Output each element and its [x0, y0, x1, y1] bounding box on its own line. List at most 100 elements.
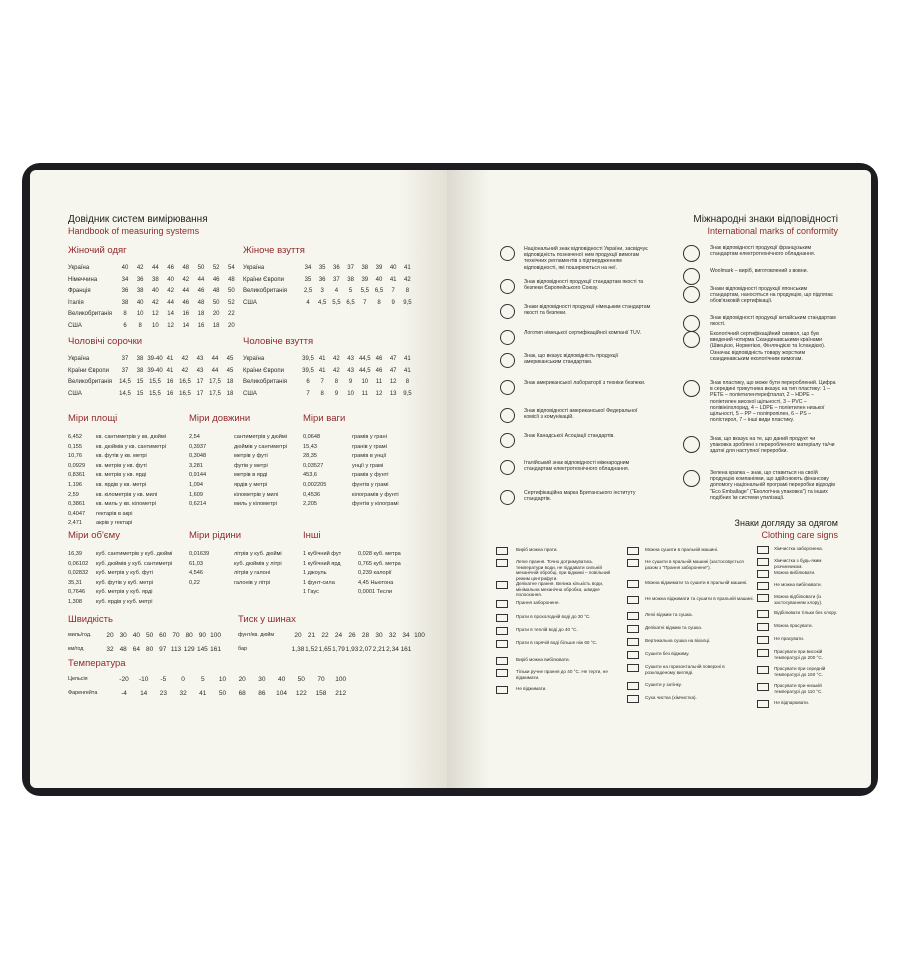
- table-cell: 2,21: [372, 646, 386, 653]
- unit-value: 0,8361: [68, 472, 86, 479]
- section-heading: Швидкість: [68, 614, 113, 625]
- table-cell: 37: [121, 367, 129, 374]
- table-cell: 7: [363, 299, 367, 306]
- table-cell: 10: [218, 676, 227, 683]
- table-cell: 36: [318, 276, 326, 283]
- table-cell: 39-40: [147, 367, 163, 374]
- unit-value: 10,76: [68, 453, 82, 460]
- mark-icon: [683, 268, 700, 285]
- unit-text: грамів у грані: [352, 434, 387, 440]
- table-cell: 97: [159, 646, 167, 653]
- unit-value: 28,35: [303, 453, 317, 460]
- table-cell: 37: [347, 265, 354, 271]
- table-cell: 1,79: [332, 646, 345, 653]
- page-title: Міжнародні знаки відповідності: [693, 214, 838, 225]
- row-label: США: [68, 390, 82, 397]
- mark-description: Знак пластику, що може бути перероблений…: [710, 380, 836, 424]
- table-cell: 38: [152, 276, 159, 283]
- table-cell: 22: [228, 311, 235, 317]
- table-cell: 1,38: [291, 646, 305, 653]
- care-description: Сушити без віджиму.: [645, 651, 690, 656]
- table-cell: 50: [145, 632, 154, 639]
- unit-value: 3,281: [189, 462, 203, 469]
- unit-text: кв. метрів у кв. футі: [96, 462, 147, 469]
- care-description: Відбілювати тільки без хлору.: [774, 610, 837, 615]
- table-cell: 38: [136, 367, 144, 374]
- mark-description: Знак, що вказує відповідність продукції …: [524, 353, 619, 366]
- row-label: Україна: [243, 265, 265, 271]
- unit-text: метрів у футі: [234, 453, 268, 460]
- care-icon: [757, 700, 769, 708]
- care-description: Не віджимати.: [516, 686, 547, 691]
- unit-text: кв. миль у кв. кілометрі: [96, 501, 156, 508]
- table-cell: 41: [166, 356, 174, 362]
- unit-value: 2,59: [68, 491, 79, 498]
- page-subtitle: Handbook of measuring systems: [68, 226, 200, 236]
- table-cell: 12: [152, 311, 159, 317]
- unit-text: грамів у фунті: [352, 472, 389, 479]
- care-icon: [757, 610, 769, 618]
- table-cell: 6: [123, 322, 127, 329]
- table-cell: 70: [317, 676, 325, 683]
- table-cell: 46: [375, 356, 383, 362]
- unit-value: 0,7646: [68, 589, 86, 596]
- care-description: Легкі віджим та сушка.: [645, 612, 693, 617]
- table-cell: 43: [347, 356, 354, 362]
- care-description: Делікатні віджим та сушка.: [645, 625, 703, 630]
- unit-value: 1 кубічний фут: [303, 551, 342, 557]
- unit-text: акрів у гектарі: [96, 520, 133, 527]
- table-cell: 3: [320, 288, 324, 294]
- table-cell: 17: [196, 379, 204, 385]
- table-cell: 44,5: [358, 356, 371, 362]
- table-cell: 48: [119, 646, 127, 653]
- unit-value: 15,43: [303, 443, 317, 450]
- mark-icon: [500, 433, 515, 448]
- unit-text: літрів у куб. дюймі: [234, 551, 282, 557]
- unit-value: 1,308: [68, 599, 82, 605]
- mark-icon: [500, 246, 515, 261]
- table-cell: 12: [167, 322, 174, 329]
- unit-value: 1,609: [189, 491, 203, 498]
- care-icon: [627, 612, 639, 620]
- care-description: Не можна вибілювати.: [774, 582, 822, 587]
- table-cell: 8: [405, 288, 410, 294]
- mark-description: Знак відповідності американської Федерал…: [524, 408, 638, 421]
- unit-text: куб. футів у куб. метрі: [96, 579, 154, 586]
- table-cell: 35: [318, 265, 326, 271]
- table-cell: 39: [361, 276, 369, 283]
- mark-description: Знак Канадської Асоціації стандартів.: [524, 433, 615, 439]
- table-cell: 40: [167, 276, 174, 283]
- row-label: Цельсія: [68, 676, 88, 682]
- table-cell: 32: [179, 690, 187, 697]
- table-cell: 46: [375, 367, 383, 374]
- table-cell: 34: [304, 265, 312, 271]
- care-icon: [757, 546, 769, 554]
- unit-value: 1 Гаус: [303, 589, 319, 596]
- unit-value: 1,094: [189, 482, 203, 488]
- care-description: Прасувати при середній температурі до 15…: [774, 666, 826, 677]
- table-cell: 40: [375, 276, 383, 283]
- table-cell: 5,5: [332, 299, 341, 306]
- table-cell: 44: [152, 265, 159, 271]
- table-cell: 129: [183, 646, 195, 653]
- care-icon: [627, 596, 639, 604]
- mark-icon: [683, 380, 700, 397]
- mark-description: Знак відповідності продукції китайським …: [710, 315, 836, 328]
- table-cell: 48: [197, 299, 205, 306]
- unit-text: сантиметрів у дюймі: [234, 434, 287, 440]
- table-cell: 40: [152, 288, 159, 294]
- unit-text: кв. метрів у кв. ярді: [96, 472, 147, 479]
- unit-value: 6,452: [68, 434, 82, 440]
- table-cell: 9: [334, 390, 339, 397]
- care-icon: [496, 640, 508, 648]
- care-description: Можна відбілювати (із застосуванням хлор…: [774, 594, 823, 605]
- table-cell: 39,5: [302, 367, 314, 374]
- table-cell: 38: [136, 356, 144, 362]
- unit-value: 0,9144: [189, 472, 207, 479]
- care-description: Суха чистка (хімчистка).: [645, 695, 697, 700]
- table-cell: 46: [212, 276, 220, 283]
- table-cell: 5: [348, 288, 353, 294]
- table-cell: 16: [166, 379, 174, 385]
- mark-icon: [683, 245, 700, 262]
- table-cell: -4: [121, 690, 127, 697]
